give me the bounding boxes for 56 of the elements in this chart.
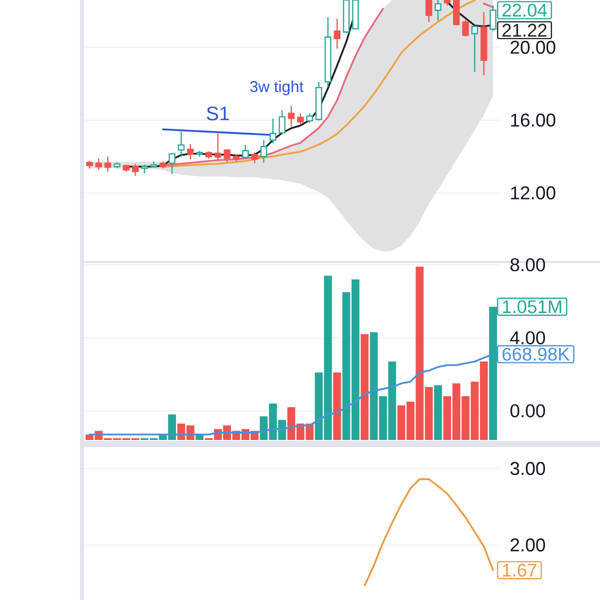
bar bbox=[434, 385, 442, 440]
bar bbox=[333, 372, 342, 440]
candlestick bbox=[178, 131, 185, 158]
candlestick bbox=[95, 158, 102, 171]
y-tick-label: 12.00 bbox=[511, 186, 556, 200]
candlestick bbox=[444, 0, 451, 6]
data-label: 21.22 bbox=[502, 24, 546, 37]
candlestick bbox=[270, 118, 276, 144]
candlestick bbox=[352, 0, 359, 30]
candlestick bbox=[434, 0, 442, 21]
candlestick bbox=[114, 162, 120, 169]
candlestick bbox=[471, 24, 478, 72]
candlestick bbox=[187, 143, 194, 160]
text: 1.051M bbox=[503, 300, 562, 314]
y-tick-label: 8.00 bbox=[510, 258, 546, 272]
candlestick bbox=[160, 160, 166, 169]
data-label: 1.67 bbox=[503, 564, 536, 577]
candlestick bbox=[288, 105, 295, 128]
candlestick bbox=[425, 0, 432, 23]
candlestick bbox=[306, 112, 313, 124]
candlestick bbox=[315, 81, 322, 122]
candlestick bbox=[324, 16, 332, 88]
candlestick bbox=[278, 109, 286, 134]
candlestick bbox=[242, 144, 249, 160]
candlestick bbox=[297, 112, 304, 126]
candlestick bbox=[480, 12, 488, 76]
bar bbox=[360, 334, 369, 440]
y-tick-label: 2.00 bbox=[510, 538, 546, 552]
candlestick bbox=[260, 139, 268, 164]
candlestick bbox=[104, 156, 112, 172]
y-tick-label: 20.00 bbox=[510, 40, 556, 54]
y-tick-label: 0.00 bbox=[510, 404, 546, 418]
y-tick-label: 3.00 bbox=[510, 462, 546, 476]
candlestick bbox=[132, 163, 139, 176]
candlestick bbox=[251, 152, 258, 164]
candlestick bbox=[462, 19, 469, 37]
candlestick bbox=[150, 160, 158, 168]
candlestick bbox=[453, 0, 460, 26]
candlestick bbox=[196, 150, 203, 158]
annotation: 3w tight bbox=[250, 80, 304, 96]
candlestick bbox=[122, 164, 130, 172]
candlestick bbox=[205, 150, 212, 160]
candlestick bbox=[86, 160, 93, 170]
text: 668.98K bbox=[502, 348, 570, 361]
line-series bbox=[364, 478, 494, 586]
candlestick bbox=[141, 164, 148, 174]
candlestick bbox=[334, 18, 340, 50]
y-tick-label: 4.00 bbox=[510, 331, 546, 344]
candlestick bbox=[214, 132, 222, 162]
y-tick-label: 16.00 bbox=[511, 114, 556, 127]
candlestick bbox=[342, 0, 350, 34]
candlestick bbox=[224, 148, 230, 164]
candlestick bbox=[232, 154, 240, 163]
text: 22.04 bbox=[502, 4, 547, 17]
annotation: S1 bbox=[206, 106, 229, 120]
candlestick bbox=[168, 152, 176, 175]
